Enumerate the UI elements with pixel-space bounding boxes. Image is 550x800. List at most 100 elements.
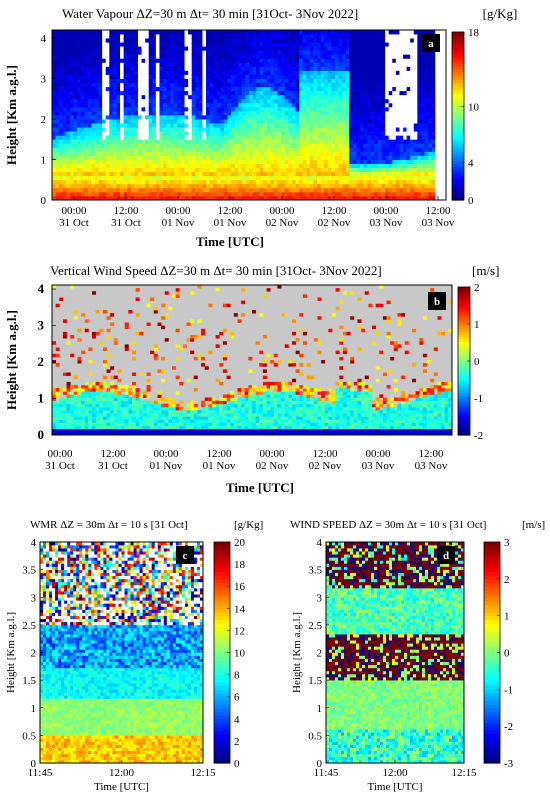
panel-a-cell	[252, 50, 257, 55]
panel-b-cell	[66, 385, 71, 389]
panel-a-cell	[317, 187, 322, 193]
panel-a-cell	[431, 155, 436, 160]
panel-a-xtick-date: 03 Nov	[370, 217, 403, 229]
panel-a-cell	[105, 195, 110, 201]
panel-b-cell	[62, 397, 67, 402]
panel-a-cell	[166, 127, 171, 132]
panel-a-cell	[377, 74, 382, 79]
panel-a-cell	[77, 171, 82, 177]
panel-a-cell	[91, 58, 96, 63]
panel-a-cell	[191, 191, 196, 197]
panel-a-cell	[123, 187, 128, 193]
panel-b-cell	[73, 397, 78, 402]
panel-a-cell	[431, 70, 436, 75]
panel-a-cell	[73, 151, 78, 156]
panel-a-cell	[180, 46, 185, 51]
panel-a-cell	[238, 163, 243, 169]
panel-a-cell	[413, 30, 418, 35]
panel-b-cell	[52, 419, 57, 423]
panel-a-cell	[338, 183, 343, 189]
panel-a-cell	[263, 115, 268, 120]
panel-a-cell	[399, 106, 404, 112]
panel-a-cell	[77, 54, 82, 59]
panel-a-cell	[77, 167, 82, 173]
panel-b-cell	[88, 372, 93, 377]
panel-a-cell	[159, 46, 164, 51]
panel-a-cell	[120, 82, 125, 88]
panel-a-cell	[109, 183, 114, 189]
panel-a-cell	[94, 163, 99, 169]
panel-a-cell	[256, 119, 261, 124]
panel-a-cell	[249, 30, 253, 35]
panel-a-colorbar-cell	[452, 110, 464, 114]
panel-a-cell	[345, 66, 350, 71]
panel-a-cell	[94, 42, 99, 47]
panel-a-cell	[291, 119, 296, 124]
panel-a-cell	[420, 62, 425, 67]
panel-b-heatmap	[52, 285, 453, 436]
panel-a-cell	[188, 62, 193, 67]
panel-a-cell	[403, 163, 407, 169]
panel-a-cell	[345, 159, 350, 164]
panel-a-cell	[381, 90, 386, 96]
panel-a-cell	[234, 62, 239, 67]
panel-a-cell	[52, 187, 56, 193]
panel-a-cell	[109, 195, 114, 201]
panel-a-cell	[374, 90, 379, 96]
panel-a-cell	[66, 46, 71, 51]
panel-a-cell	[274, 110, 279, 116]
panel-a-cell	[442, 98, 447, 104]
panel-a-cell	[438, 62, 443, 67]
panel-a-cell	[442, 139, 447, 144]
panel-a-cell	[299, 147, 304, 152]
panel-a-cell	[202, 54, 207, 59]
panel-a-cell	[213, 42, 218, 47]
panel-a-cell	[191, 34, 196, 39]
panel-a-cell	[116, 30, 121, 35]
panel-a-cell	[177, 183, 182, 189]
panel-a-cell	[231, 58, 236, 63]
panel-a-cell	[331, 183, 336, 189]
panel-a-cell	[403, 50, 407, 55]
panel-a-cell	[334, 151, 339, 156]
panel-b-cell	[81, 410, 86, 414]
panel-a-cell	[435, 86, 440, 92]
panel-a-cell	[102, 70, 107, 75]
panel-a-cell	[148, 46, 153, 51]
panel-a-cell	[249, 102, 253, 108]
panel-a-cell	[238, 70, 243, 75]
panel-b-cell	[66, 419, 71, 423]
panel-a-cell	[188, 50, 193, 55]
panel-a-cell	[163, 106, 168, 112]
panel-a-cell	[84, 110, 89, 116]
panel-a-cell	[356, 151, 361, 156]
panel-a-cell	[231, 175, 236, 181]
panel-a-cell	[188, 66, 193, 71]
panel-a-cell	[317, 127, 322, 132]
panel-a-cell	[431, 119, 436, 124]
panel-a-cell	[270, 115, 275, 120]
panel-a-cell	[148, 131, 153, 136]
panel-a-cell	[320, 46, 325, 51]
panel-a-cell	[388, 94, 393, 100]
panel-a-cell	[327, 98, 332, 104]
panel-a-cell	[134, 54, 139, 59]
panel-a-cell	[159, 151, 164, 156]
panel-a-cell	[306, 139, 311, 144]
panel-a-cell	[266, 70, 271, 75]
panel-a-cell	[130, 147, 135, 152]
panel-a-cell	[177, 131, 182, 136]
panel-a-cell	[195, 34, 200, 39]
panel-a-cell	[123, 143, 128, 148]
panel-a-cell	[116, 82, 121, 88]
panel-a-cell	[223, 167, 228, 173]
panel-a-cell	[249, 58, 253, 63]
panel-a-cell	[112, 187, 117, 193]
panel-a-cell	[438, 66, 443, 71]
panel-a-cell	[324, 195, 329, 201]
panel-a-cell	[313, 139, 318, 144]
panel-a-cell	[320, 38, 325, 43]
panel-a-cell	[213, 30, 218, 35]
panel-a-cell	[356, 110, 361, 116]
panel-a-cell	[116, 78, 121, 84]
